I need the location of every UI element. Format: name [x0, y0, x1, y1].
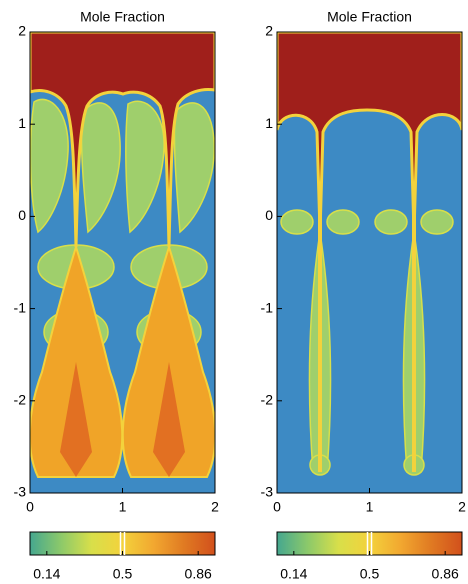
y-tick-label: 2: [265, 23, 273, 39]
y-tick-label: -1: [14, 299, 27, 315]
y-tick-label: -1: [261, 299, 274, 315]
field-image: [277, 32, 462, 493]
y-tick-label: -2: [14, 392, 27, 408]
colorbar-tick-label: 0.14: [280, 566, 307, 582]
y-tick-label: -3: [261, 484, 274, 500]
chart-title: Mole Fraction: [80, 9, 165, 25]
figure: Mole Fraction -3 -2 -1 0 1 2 0 1 2 0.14 0.5 0.86 Mole…: [0, 0, 468, 584]
colorbar-tick-label: 0.5: [113, 566, 133, 582]
colorbar-tick-label: 0.86: [185, 566, 212, 582]
y-tick-label: 1: [265, 115, 273, 131]
x-tick-label: 2: [211, 499, 219, 515]
y-tick-label: 1: [18, 115, 26, 131]
y-tick-label: -3: [14, 484, 27, 500]
x-tick-label: 1: [366, 499, 374, 515]
y-tick-label: 2: [18, 23, 26, 39]
colorbar-tick-label: 0.14: [33, 566, 60, 582]
colorbar-tick-label: 0.5: [360, 566, 380, 582]
y-tick-label: 0: [265, 207, 273, 223]
x-tick-label: 0: [273, 499, 281, 515]
field-image: [30, 32, 215, 493]
y-tick-label: 0: [18, 207, 26, 223]
x-tick-label: 2: [458, 499, 466, 515]
x-tick-label: 0: [26, 499, 34, 515]
x-tick-label: 1: [119, 499, 127, 515]
colorbar-tick-label: 0.86: [432, 566, 459, 582]
y-tick-label: -2: [261, 392, 274, 408]
chart-title: Mole Fraction: [327, 9, 412, 25]
